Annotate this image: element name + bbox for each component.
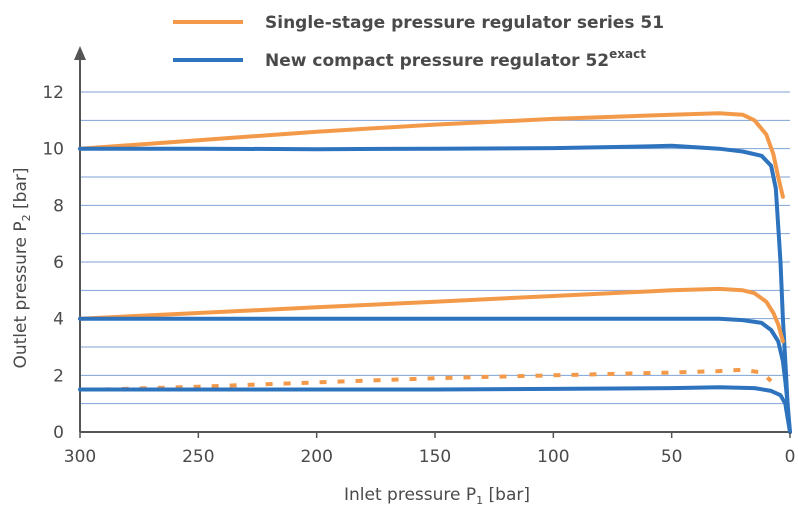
y-tick-label: 6	[53, 253, 64, 273]
x-tick-label: 300	[64, 447, 96, 467]
x-tick-label: 50	[661, 447, 683, 467]
x-tick-label: 200	[300, 447, 332, 467]
y-axis-arrow	[74, 46, 86, 60]
y-tick-label: 4	[53, 310, 64, 330]
x-axis-label: Inlet pressure P1 [bar]	[344, 485, 530, 507]
series-line-orange-0	[78, 111, 785, 199]
legend: Single-stage pressure regulator series 5…	[173, 13, 664, 71]
series-line-orange-4	[103, 367, 773, 392]
y-tick-label: 12	[42, 83, 64, 103]
series-line-orange-2	[78, 286, 785, 344]
series-layer	[78, 111, 792, 434]
y-tick-label: 0	[53, 423, 64, 443]
legend-label-series-51: Single-stage pressure regulator series 5…	[265, 13, 664, 33]
series-line-blue-5	[78, 385, 792, 434]
x-tick-label: 250	[182, 447, 214, 467]
series-line-blue-1	[78, 143, 792, 434]
y-axis-label: Outlet pressure P2 [bar]	[11, 167, 33, 368]
y-tick-label: 2	[53, 366, 64, 386]
tick-labels: 300 250 200 150 100 50 0 0 2 4 6 8 10 12	[42, 83, 795, 467]
y-tick-label: 10	[42, 140, 64, 160]
x-tick-label: 0	[785, 447, 796, 467]
series-line-blue-3	[78, 316, 790, 406]
legend-label-52exact: New compact pressure regulator 52exact	[265, 47, 646, 71]
y-tick-label: 8	[53, 196, 64, 216]
x-tick-label: 150	[419, 447, 451, 467]
x-tick-label: 100	[537, 447, 569, 467]
grid-lines	[80, 91, 790, 405]
